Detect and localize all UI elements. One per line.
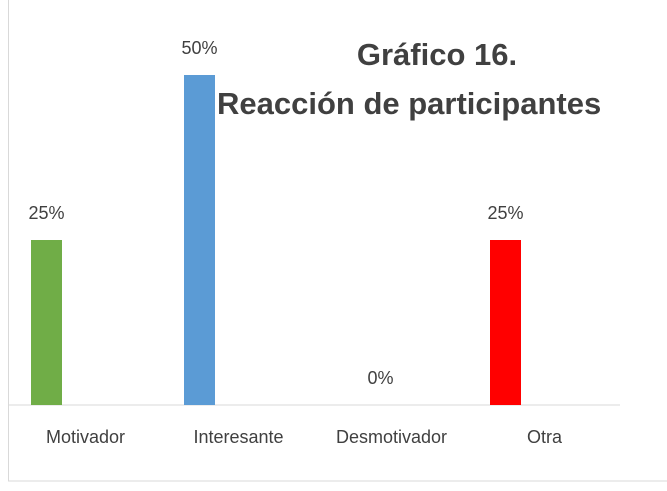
bar — [184, 75, 215, 405]
data-label: 50% — [181, 38, 217, 58]
x-tick-label: Desmotivador — [336, 427, 447, 447]
data-label: 0% — [367, 368, 393, 388]
x-tick-label: Motivador — [46, 427, 125, 447]
chart-frame — [8, 0, 667, 482]
data-label: 25% — [487, 203, 523, 223]
chart-subtitle: Reacción de participantes — [217, 86, 601, 121]
bar — [31, 240, 62, 405]
chart-title: Gráfico 16. — [357, 37, 517, 72]
x-tick-label: Otra — [527, 427, 563, 447]
data-label: 25% — [28, 203, 64, 223]
x-tick-label: Interesante — [193, 427, 283, 447]
bar — [490, 240, 521, 405]
